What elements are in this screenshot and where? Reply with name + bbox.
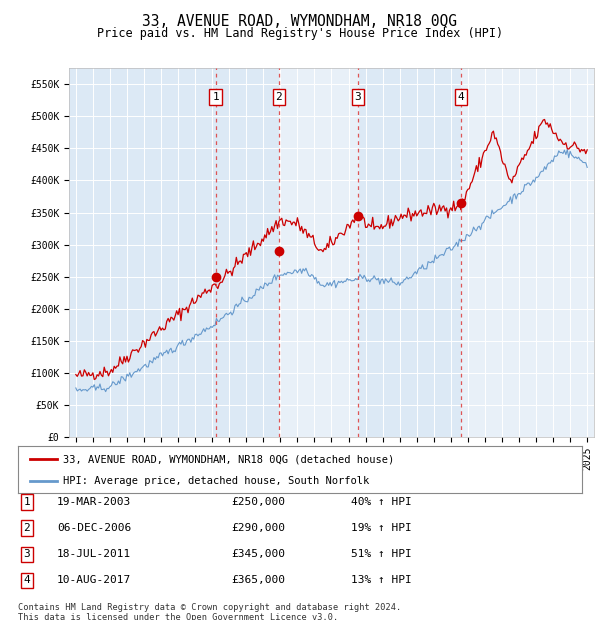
Text: 2: 2 — [275, 92, 283, 102]
Text: 4: 4 — [458, 92, 464, 102]
Text: Price paid vs. HM Land Registry's House Price Index (HPI): Price paid vs. HM Land Registry's House … — [97, 27, 503, 40]
Text: 1: 1 — [23, 497, 31, 507]
Text: £345,000: £345,000 — [231, 549, 285, 559]
Text: 19-MAR-2003: 19-MAR-2003 — [57, 497, 131, 507]
Text: 18-JUL-2011: 18-JUL-2011 — [57, 549, 131, 559]
Text: 3: 3 — [23, 549, 31, 559]
Text: £290,000: £290,000 — [231, 523, 285, 533]
Text: 2: 2 — [23, 523, 31, 533]
Text: £365,000: £365,000 — [231, 575, 285, 585]
Text: 3: 3 — [355, 92, 361, 102]
Text: 33, AVENUE ROAD, WYMONDHAM, NR18 0QG (detached house): 33, AVENUE ROAD, WYMONDHAM, NR18 0QG (de… — [63, 454, 394, 464]
Bar — [279, 68, 358, 437]
Text: 1: 1 — [212, 92, 219, 102]
Text: 33, AVENUE ROAD, WYMONDHAM, NR18 0QG: 33, AVENUE ROAD, WYMONDHAM, NR18 0QG — [143, 14, 458, 29]
Bar — [461, 68, 596, 437]
Text: HPI: Average price, detached house, South Norfolk: HPI: Average price, detached house, Sout… — [63, 476, 370, 486]
Text: 4: 4 — [23, 575, 31, 585]
Text: Contains HM Land Registry data © Crown copyright and database right 2024.
This d: Contains HM Land Registry data © Crown c… — [18, 603, 401, 620]
Text: £250,000: £250,000 — [231, 497, 285, 507]
Text: 06-DEC-2006: 06-DEC-2006 — [57, 523, 131, 533]
Text: 10-AUG-2017: 10-AUG-2017 — [57, 575, 131, 585]
Text: 13% ↑ HPI: 13% ↑ HPI — [351, 575, 412, 585]
Text: 19% ↑ HPI: 19% ↑ HPI — [351, 523, 412, 533]
Text: 51% ↑ HPI: 51% ↑ HPI — [351, 549, 412, 559]
Text: 40% ↑ HPI: 40% ↑ HPI — [351, 497, 412, 507]
